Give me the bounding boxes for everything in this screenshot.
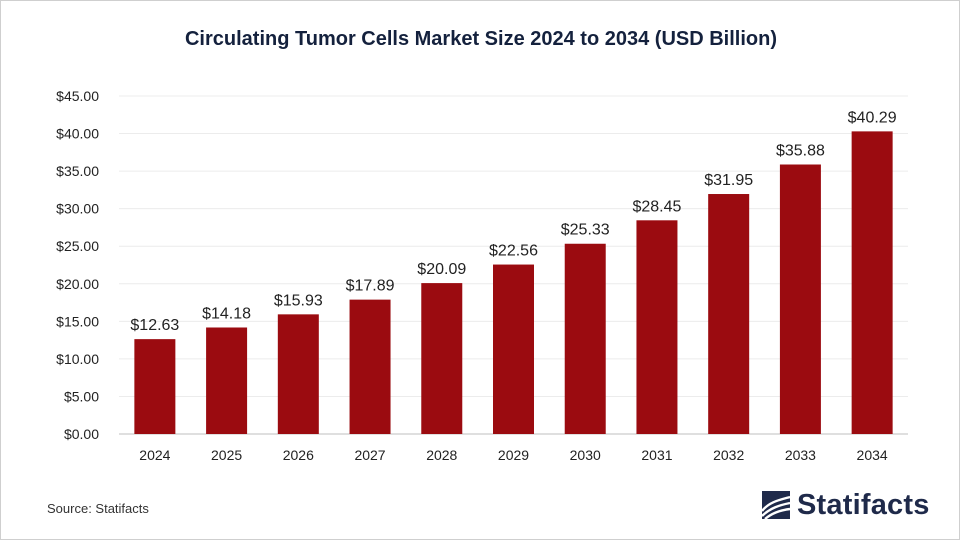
chart-title: Circulating Tumor Cells Market Size 2024…	[184, 28, 777, 50]
x-tick-label: 2026	[283, 447, 314, 463]
bar	[708, 194, 750, 434]
x-tick-label: 2028	[426, 447, 457, 463]
x-tick-label: 2025	[211, 447, 242, 463]
bar	[779, 164, 821, 434]
y-tick-label: $15.00	[56, 313, 99, 329]
bar	[493, 264, 534, 434]
data-label: $15.93	[274, 292, 323, 309]
data-label: $35.88	[776, 143, 825, 160]
bar	[851, 131, 893, 435]
x-tick-label: 2033	[785, 447, 816, 463]
data-label: $12.63	[130, 317, 179, 334]
y-tick-label: $20.00	[56, 276, 99, 292]
x-tick-label: 2034	[857, 447, 888, 463]
data-label: $28.45	[632, 198, 681, 215]
y-tick-label: $5.00	[64, 388, 99, 404]
y-tick-label: $45.00	[56, 88, 99, 104]
y-tick-label: $30.00	[56, 201, 99, 217]
x-tick-label: 2027	[354, 447, 385, 463]
x-tick-label: 2024	[139, 447, 170, 463]
y-tick-label: $25.00	[56, 238, 99, 254]
bar	[421, 283, 463, 434]
bar	[134, 339, 176, 434]
data-label: $14.18	[202, 305, 251, 322]
data-label: $25.33	[561, 222, 610, 239]
y-tick-label: $35.00	[56, 163, 99, 179]
y-tick-label: $0.00	[64, 426, 99, 442]
y-tick-label: $10.00	[56, 351, 99, 367]
data-label: $17.89	[346, 278, 395, 295]
bar	[277, 314, 319, 434]
source-note: Source: Statifacts	[47, 501, 149, 516]
y-tick-label: $40.00	[56, 126, 99, 142]
brand-name: Statifacts	[797, 488, 930, 521]
statifacts-logo-icon	[761, 491, 791, 520]
x-tick-label: 2031	[641, 447, 672, 463]
x-tick-label: 2030	[570, 447, 601, 463]
bar	[349, 299, 391, 434]
bar	[636, 220, 678, 434]
x-tick-label: 2032	[713, 447, 744, 463]
brand-logo: Statifacts	[761, 485, 930, 525]
data-label: $31.95	[704, 172, 753, 189]
data-label: $22.56	[489, 243, 538, 260]
bar	[206, 327, 248, 434]
data-label: $20.09	[417, 261, 466, 278]
data-label: $40.29	[848, 109, 897, 126]
x-tick-label: 2029	[498, 447, 529, 463]
bar	[564, 243, 606, 434]
